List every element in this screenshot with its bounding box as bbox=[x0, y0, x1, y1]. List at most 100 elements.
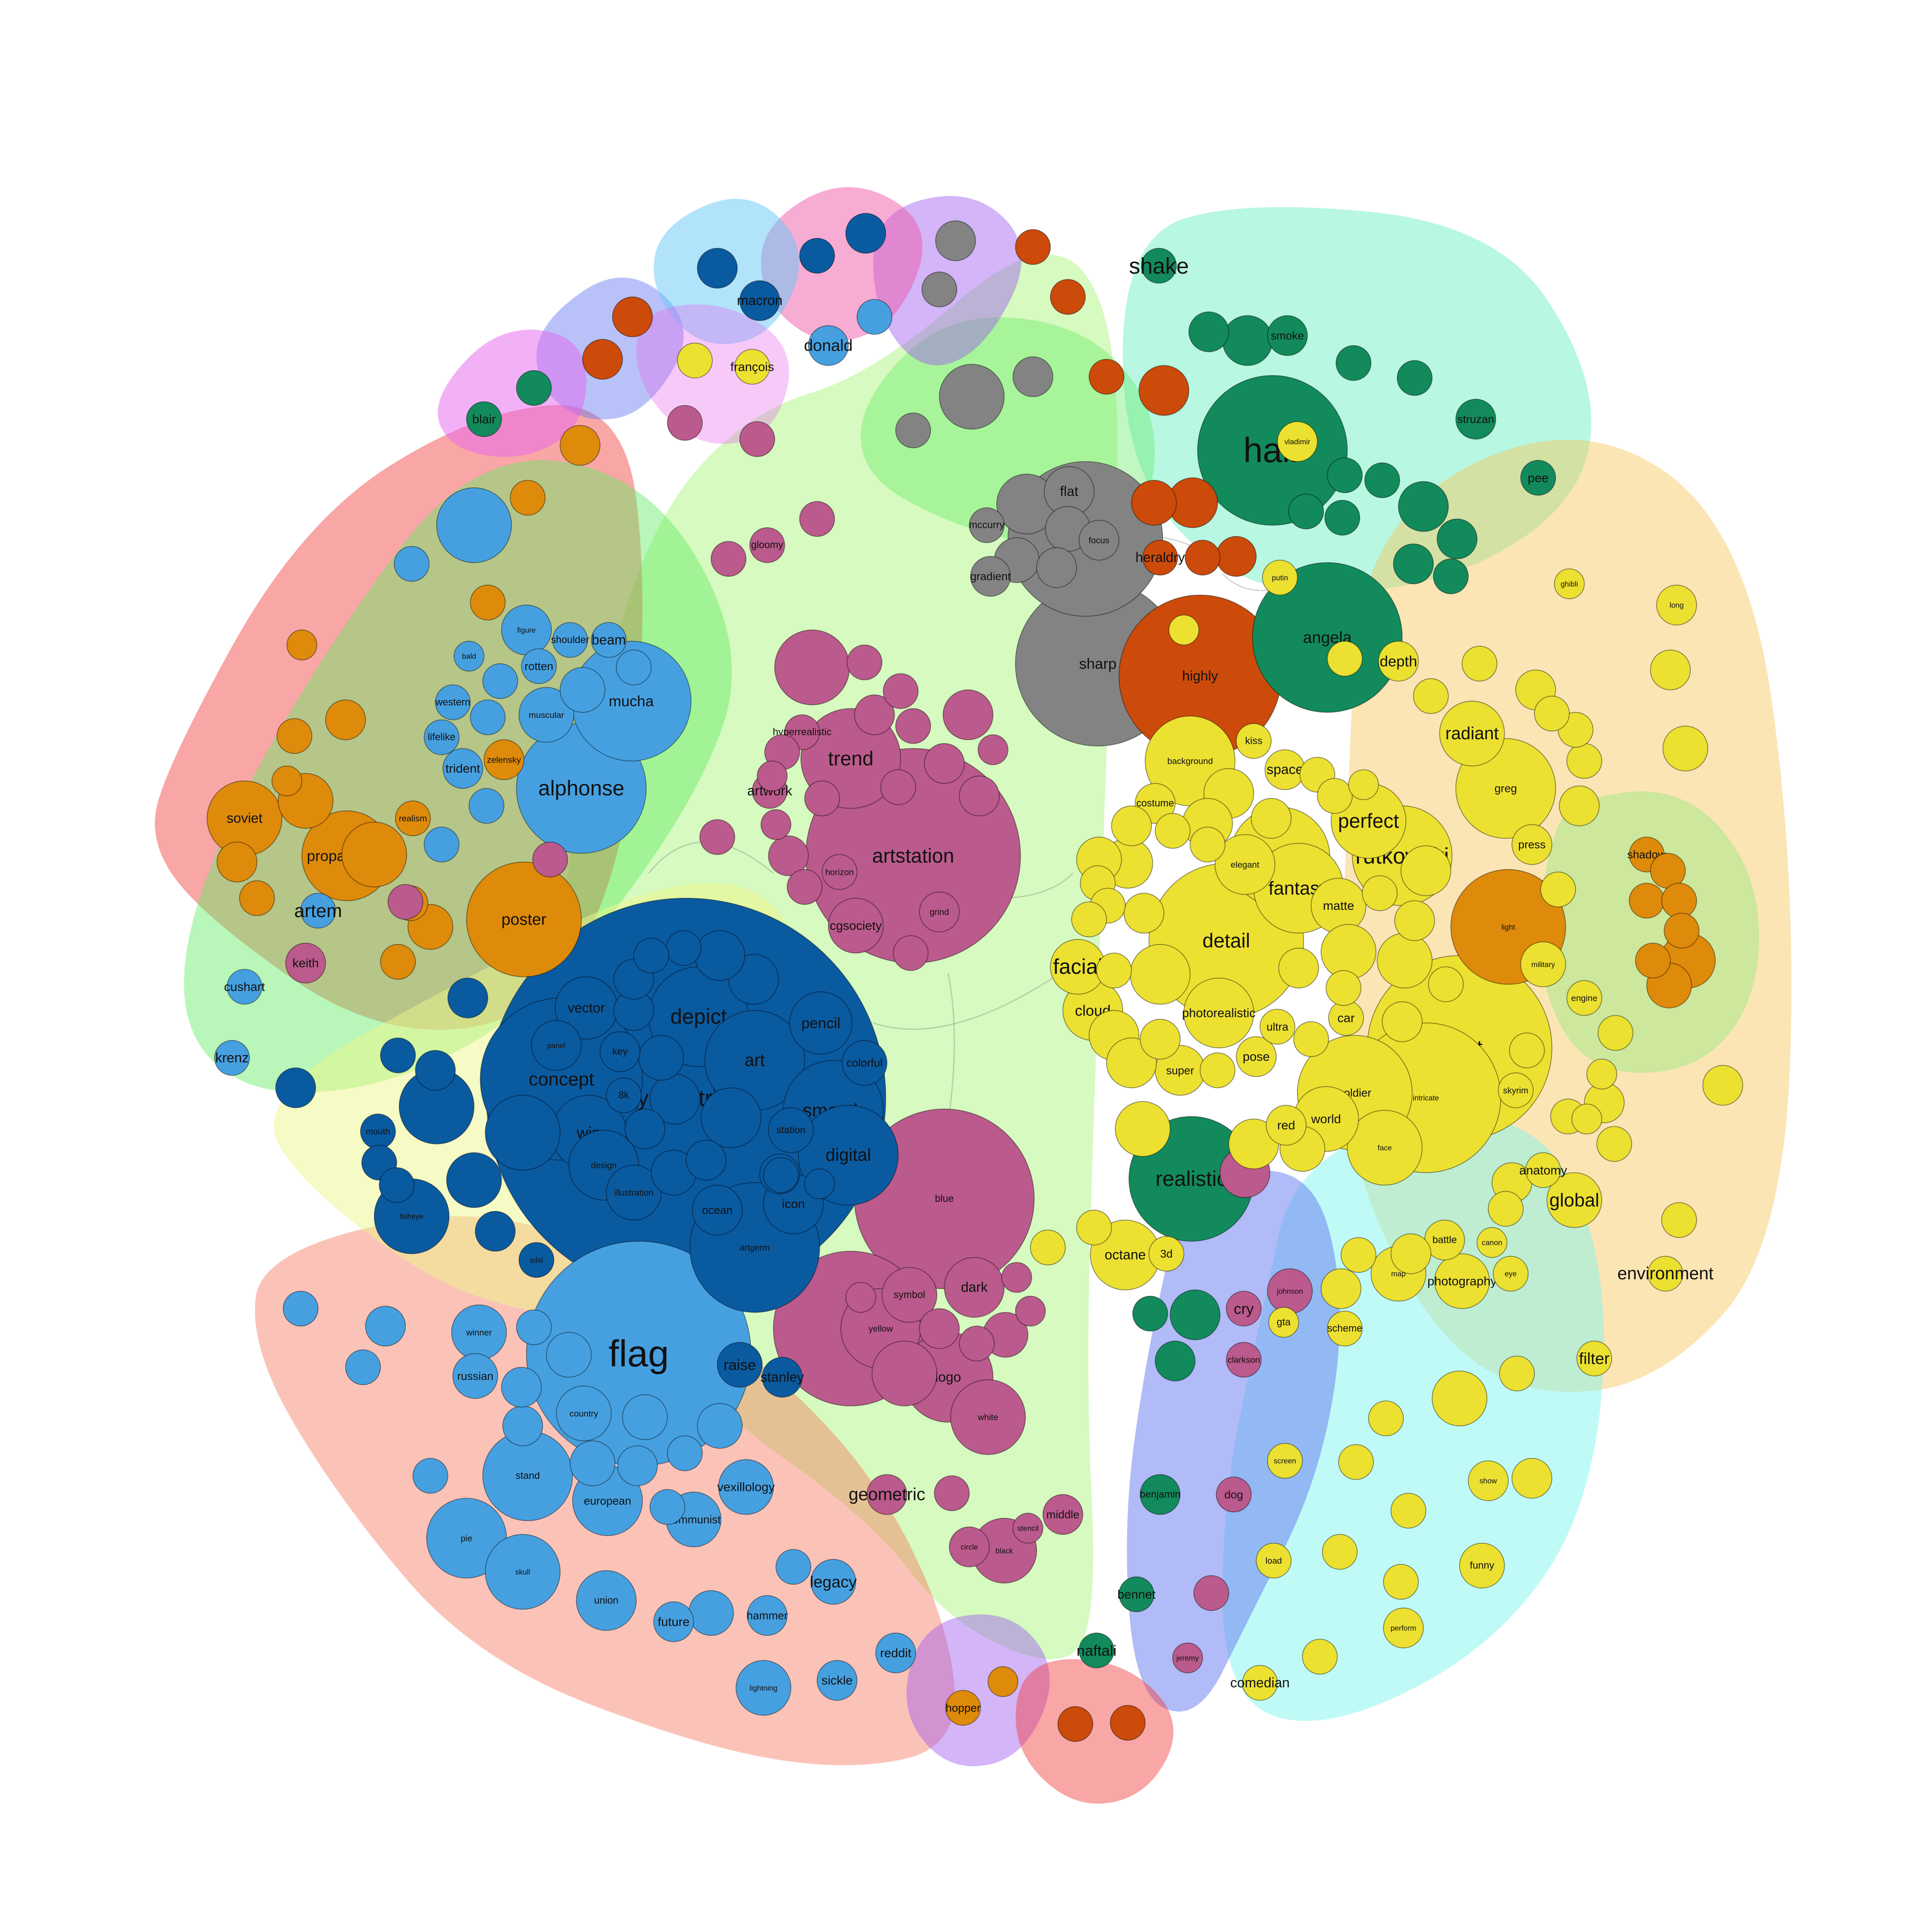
node-circle bbox=[1393, 543, 1434, 584]
node-circle bbox=[214, 1040, 250, 1076]
node-circle bbox=[686, 1140, 727, 1181]
node-circle bbox=[559, 425, 601, 466]
node-circle bbox=[1498, 1072, 1534, 1108]
node-circle bbox=[582, 339, 623, 380]
node-circle bbox=[1493, 1256, 1529, 1292]
node bbox=[1394, 900, 1435, 941]
node-circle bbox=[518, 1242, 555, 1278]
node-shake: shake bbox=[1129, 247, 1189, 284]
node bbox=[1571, 1103, 1602, 1134]
node bbox=[424, 827, 460, 863]
node-label: depth bbox=[1380, 653, 1417, 670]
node-circle bbox=[1096, 953, 1132, 989]
node-label: johnson bbox=[1276, 1287, 1303, 1295]
node-circle bbox=[1661, 882, 1697, 919]
node bbox=[365, 1305, 406, 1346]
node bbox=[959, 1326, 995, 1362]
node bbox=[1324, 500, 1361, 536]
node-circle bbox=[466, 401, 502, 437]
node-label: radiant bbox=[1445, 724, 1499, 743]
node-label: black bbox=[996, 1546, 1013, 1555]
node-label: struzan bbox=[1458, 413, 1494, 425]
node-label: pose bbox=[1243, 1050, 1270, 1064]
node bbox=[1326, 970, 1362, 1006]
node bbox=[325, 699, 366, 740]
node-soviet: soviet bbox=[206, 780, 282, 856]
node-circle bbox=[1071, 901, 1107, 938]
node-union: union bbox=[576, 1570, 637, 1631]
node bbox=[612, 296, 653, 338]
node bbox=[559, 425, 601, 466]
node-circle bbox=[1141, 247, 1177, 284]
node bbox=[882, 673, 919, 709]
node-circle bbox=[1434, 1253, 1490, 1309]
node-label: realism bbox=[399, 813, 427, 823]
node-circle bbox=[1130, 944, 1191, 1005]
node bbox=[1661, 882, 1697, 919]
node bbox=[921, 271, 957, 307]
node bbox=[856, 299, 893, 335]
node-circle bbox=[757, 761, 788, 792]
node-label: geometric bbox=[849, 1485, 926, 1504]
node-clarkson: clarkson bbox=[1226, 1342, 1262, 1378]
node-circle bbox=[1400, 845, 1452, 896]
node-circle bbox=[1197, 375, 1348, 526]
node-circle bbox=[447, 977, 489, 1019]
node-long: long bbox=[1656, 584, 1697, 626]
node-label: jeremy bbox=[1176, 1654, 1199, 1662]
node-circle bbox=[939, 364, 1005, 430]
node-circle bbox=[787, 869, 823, 905]
node bbox=[977, 734, 1008, 765]
node-lifelike: lifelike bbox=[424, 719, 460, 755]
node bbox=[1130, 944, 1191, 1005]
node-circle bbox=[470, 584, 506, 621]
node-engine: engine bbox=[1566, 980, 1602, 1016]
node bbox=[1012, 356, 1054, 397]
node bbox=[1076, 1210, 1112, 1245]
node-circle bbox=[924, 743, 965, 784]
node-circle bbox=[1656, 584, 1697, 626]
node bbox=[893, 935, 929, 971]
node-circle bbox=[1635, 942, 1671, 979]
node bbox=[688, 1590, 734, 1636]
node-cushart: cushart bbox=[224, 969, 265, 1005]
node-label: screen bbox=[1274, 1457, 1296, 1465]
node-circle bbox=[1266, 1105, 1307, 1146]
node-label: benjamin bbox=[1140, 1489, 1181, 1500]
node-label: station bbox=[776, 1125, 806, 1136]
cluster-hull bbox=[1015, 1659, 1173, 1804]
node-circle bbox=[556, 1386, 612, 1441]
node-circle bbox=[789, 991, 853, 1055]
node-circle bbox=[1499, 1355, 1535, 1392]
node-circle bbox=[1327, 641, 1363, 677]
node-label: facial bbox=[1053, 955, 1103, 979]
node-circle bbox=[1559, 786, 1600, 827]
node-circle bbox=[271, 765, 303, 796]
node bbox=[694, 930, 745, 981]
node bbox=[475, 1211, 516, 1252]
node-circle bbox=[1228, 1118, 1279, 1169]
node-circle bbox=[380, 1037, 416, 1074]
node bbox=[1124, 893, 1165, 934]
node bbox=[697, 1403, 743, 1449]
node bbox=[1317, 778, 1353, 814]
node-label: yellow bbox=[868, 1324, 893, 1334]
node-label: vladimir bbox=[1285, 437, 1310, 446]
node-label: raise bbox=[724, 1356, 756, 1373]
node-circle bbox=[341, 821, 407, 888]
node-circle bbox=[944, 1257, 1005, 1318]
node-circle bbox=[1586, 1058, 1617, 1090]
node-label: detail bbox=[1202, 929, 1250, 952]
node-circle bbox=[287, 629, 318, 660]
node-label: show bbox=[1480, 1476, 1497, 1485]
node-circle bbox=[1413, 678, 1449, 714]
node-jeremy: jeremy bbox=[1172, 1642, 1203, 1674]
node-depth: depth bbox=[1378, 641, 1419, 682]
node-label: super bbox=[1166, 1064, 1194, 1076]
node-pencil: pencil bbox=[789, 991, 853, 1055]
node-pose: pose bbox=[1236, 1036, 1277, 1077]
node-circle bbox=[895, 708, 931, 744]
node bbox=[1030, 1229, 1066, 1266]
node-circle bbox=[666, 930, 702, 966]
node-circle bbox=[1381, 1001, 1423, 1042]
